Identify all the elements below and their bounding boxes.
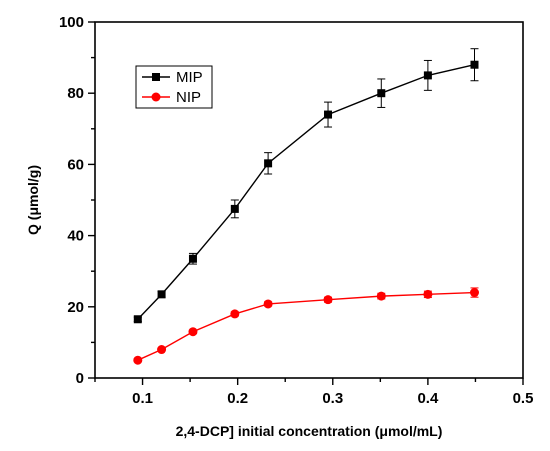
y-tick-label: 60: [67, 156, 84, 173]
data-point: [469, 288, 479, 298]
data-point: [423, 289, 433, 299]
legend-box: [135, 65, 213, 109]
data-point: [324, 110, 333, 119]
data-point: [188, 327, 198, 337]
data-point: [230, 204, 239, 213]
axes: 0.1 0.2 0.3 0.4 0.5 0 20 40 60 80 100: [59, 14, 533, 407]
y-tick-label: 80: [67, 85, 84, 102]
y-tick-label: 100: [59, 14, 84, 31]
data-point: [264, 159, 273, 168]
data-point: [323, 295, 333, 305]
legend-item-mip: MIP: [142, 69, 203, 86]
legend-label: MIP: [176, 69, 203, 86]
series-line: [137, 291, 475, 361]
x-tick-label: 0.1: [132, 390, 153, 407]
data-point: [377, 89, 386, 98]
data-point: [263, 299, 273, 309]
y-tick-label: 0: [76, 370, 84, 387]
y-axis-title: Q (μmol/g): [25, 165, 41, 235]
data-point: [157, 345, 167, 355]
data-point: [152, 73, 160, 81]
y-tick-label: 20: [67, 299, 84, 316]
data-point: [157, 290, 166, 299]
data-point: [423, 71, 432, 80]
data-point: [133, 315, 142, 324]
data-point: [151, 92, 161, 102]
x-tick-label: 0.4: [417, 390, 439, 407]
data-point: [133, 355, 143, 365]
legend-item-nip: NIP: [142, 89, 201, 106]
x-tick-label: 0.5: [513, 390, 534, 407]
legend-label: NIP: [176, 89, 201, 106]
x-axis-title: 2,4-DCP] initial concentration (μmol/mL): [176, 423, 443, 439]
x-tick-label: 0.3: [322, 390, 343, 407]
data-point: [188, 254, 197, 263]
series-mip: [133, 48, 479, 324]
plot-area: [133, 48, 479, 365]
x-tick-label: 0.2: [227, 390, 248, 407]
legend: MIP NIP: [135, 65, 213, 109]
y-tick-label: 40: [67, 228, 84, 245]
series-nip: [133, 287, 479, 365]
data-point: [376, 291, 386, 301]
data-point: [230, 309, 240, 319]
data-point: [470, 60, 479, 69]
